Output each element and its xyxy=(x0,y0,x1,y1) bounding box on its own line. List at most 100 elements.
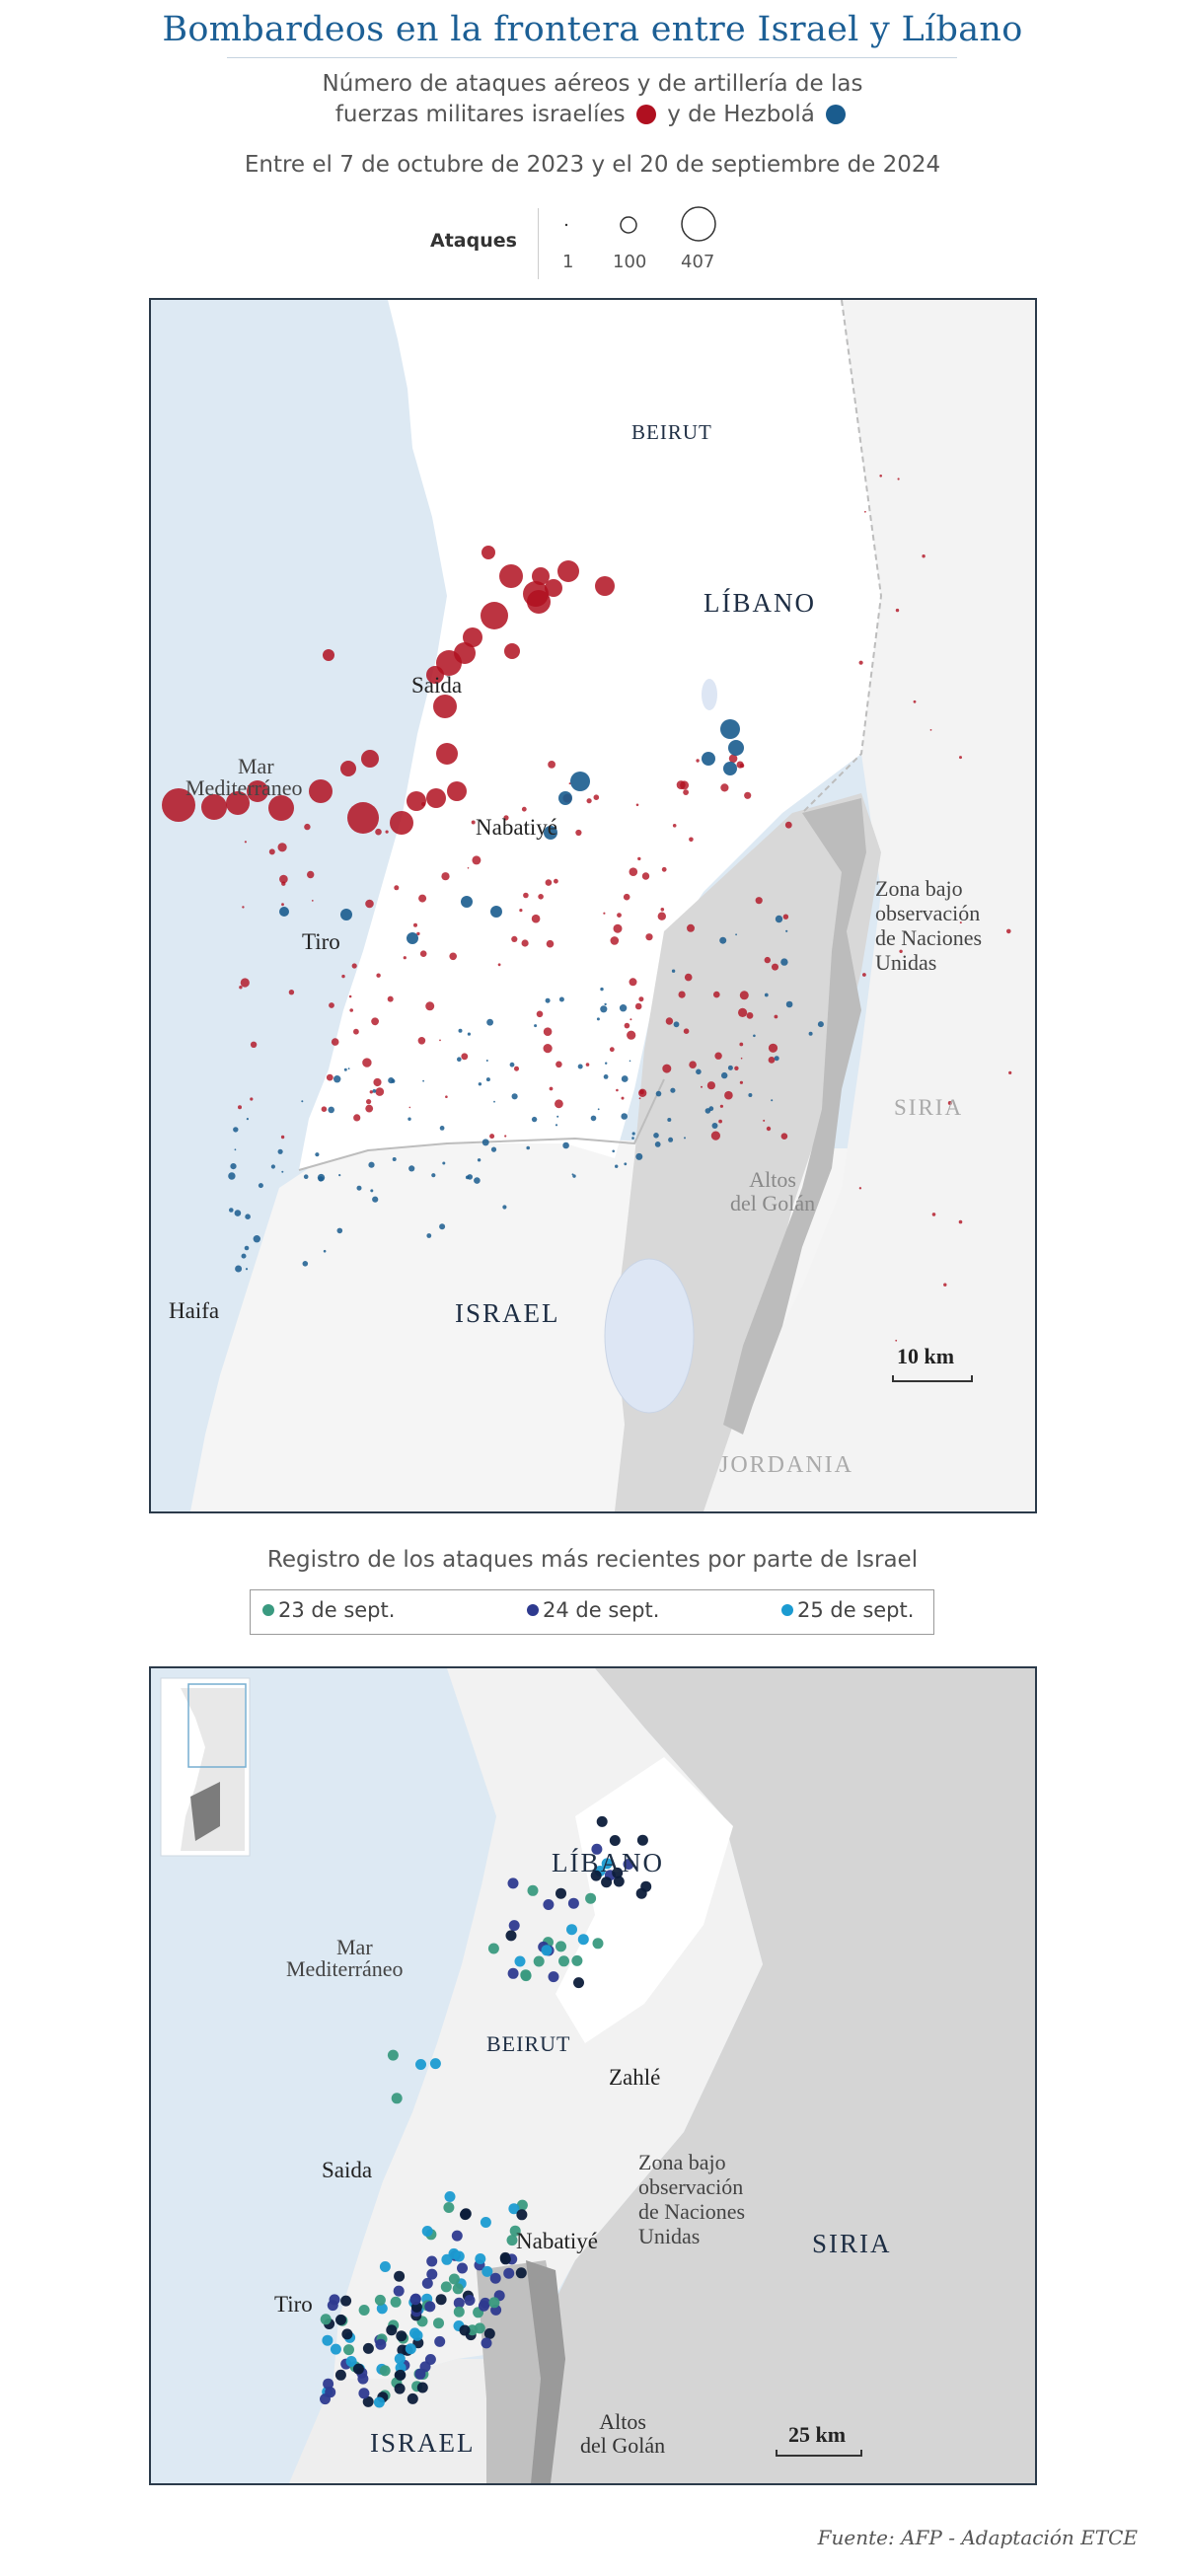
israeli-attack-point xyxy=(548,761,555,769)
israeli-attack-point xyxy=(331,1038,339,1046)
recent-attack-point xyxy=(592,1938,604,1950)
recent-attack-point xyxy=(414,2368,426,2380)
hezbollah-attack-point xyxy=(774,1056,779,1062)
israeli-attack-point xyxy=(862,973,866,977)
hezbollah-attack-point xyxy=(245,1214,251,1219)
recent-attack-point xyxy=(508,2203,520,2215)
israeli-attack-point xyxy=(554,878,558,884)
legend-sept-23: 23 de sept. xyxy=(262,1598,395,1622)
israeli-attack-point xyxy=(449,952,458,961)
recent-attack-point xyxy=(613,1876,625,1887)
israeli-attack-point xyxy=(326,1073,333,1081)
recent-attack-point xyxy=(590,1870,602,1881)
recent-attack-point xyxy=(480,2217,491,2228)
hezbollah-attack-point xyxy=(544,826,557,840)
recent-attack-point xyxy=(507,1877,519,1889)
label-israel: ISRAEL xyxy=(370,2428,476,2458)
israeli-attack-point xyxy=(782,914,789,920)
hezbollah-attack-point xyxy=(234,1210,242,1216)
label-saida: Saida xyxy=(322,2158,373,2182)
israeli-attack-point xyxy=(353,1028,359,1035)
israeli-attack-point xyxy=(740,1057,743,1060)
israeli-attack-point xyxy=(348,994,352,998)
israeli-attack-point xyxy=(689,1061,697,1068)
israeli-attack-point xyxy=(641,872,650,880)
israeli-attack-point xyxy=(627,1030,636,1040)
israeli-attack-point xyxy=(719,1104,724,1108)
recent-attack-point xyxy=(335,2314,346,2325)
recent-attacks-map: LÍBANO Mar Mediterráneo BEIRUT Zahlé Sai… xyxy=(149,1666,1037,2485)
recent-attack-point xyxy=(362,2395,374,2407)
recent-attack-point xyxy=(433,2318,444,2329)
recent-attack-point xyxy=(405,2343,416,2355)
hezbollah-attack-point xyxy=(343,1067,347,1071)
recent-attack-point xyxy=(489,2272,501,2284)
hezbollah-attack-point xyxy=(431,1173,436,1178)
recent-attack-point xyxy=(373,2396,385,2408)
israeli-attack-point xyxy=(504,1135,507,1138)
israeli-attack-point xyxy=(629,978,637,987)
hezbollah-attack-point xyxy=(728,740,744,756)
israeli-attack-point xyxy=(1008,1070,1012,1074)
subtitle-israel-text: fuerzas militares israelíes xyxy=(334,102,626,127)
hezbollah-attack-point xyxy=(629,1060,631,1063)
israeli-attack-point xyxy=(774,1014,778,1019)
hezbollah-attack-point xyxy=(228,1172,236,1180)
israeli-attack-point xyxy=(376,973,381,978)
israeli-attack-point xyxy=(780,1133,788,1140)
hezbollah-attack-point xyxy=(817,1021,824,1028)
hezbollah-attack-point xyxy=(511,1093,518,1100)
israeli-attack-point xyxy=(680,780,690,790)
small-lake xyxy=(702,679,717,710)
recent-attack-points xyxy=(320,1815,652,2408)
recent-attack-point xyxy=(448,2247,460,2259)
hezbollah-attack-point xyxy=(461,896,473,908)
israeli-attack-point xyxy=(610,936,620,945)
border-lebanon-israel xyxy=(298,1078,665,1171)
israeli-attack-point xyxy=(268,795,294,821)
israeli-attack-point xyxy=(481,602,508,629)
recent-attack-point xyxy=(555,1941,566,1952)
israeli-attack-point xyxy=(426,788,446,808)
label-lebanon: LÍBANO xyxy=(552,1848,664,1877)
hezbollah-attack-point xyxy=(600,987,604,992)
hezbollah-attack-point xyxy=(775,915,783,923)
label-haifa: Haifa xyxy=(169,1298,220,1323)
chart-title: Bombardeos en la frontera entre Israel y… xyxy=(162,10,1023,49)
un-buffer-zone xyxy=(723,798,866,1435)
israeli-attack-point xyxy=(366,1099,372,1105)
hezbollah-attack-point xyxy=(612,1149,615,1153)
recent-attack-point xyxy=(516,2209,528,2221)
israeli-attack-point xyxy=(281,903,284,907)
israeli-attack-point xyxy=(557,560,579,582)
hezbollah-attack-point xyxy=(270,1164,275,1169)
label-un-zone: Zona bajo observación de Naciones Unidas xyxy=(638,2150,746,2248)
recent-attack-point xyxy=(507,1967,519,1979)
recent-attack-point xyxy=(330,2343,341,2355)
israeli-attack-point xyxy=(624,1022,630,1029)
recent-attack-point xyxy=(558,1955,569,1967)
israeli-attack-point xyxy=(521,939,529,947)
israeli-attack-point xyxy=(441,872,450,881)
attacks-map: BEIRUT LÍBANO Saida Mar Mediterráneo Nab… xyxy=(149,298,1037,1513)
hezbollah-attack-point xyxy=(780,958,788,966)
recent-attack-point xyxy=(416,2382,428,2393)
recent-attack-point xyxy=(435,2294,447,2306)
israeli-attack-point xyxy=(329,1002,334,1008)
israel-color-dot xyxy=(635,105,656,124)
hezbollah-attack-point xyxy=(253,1235,260,1243)
recent-attack-point xyxy=(396,2330,407,2342)
israeli-attack-point xyxy=(425,1001,435,1011)
label-syria: SIRIA xyxy=(894,1095,964,1120)
recent-attack-point xyxy=(343,2344,354,2356)
recent-attack-point xyxy=(601,1858,613,1870)
recent-attack-point xyxy=(516,2199,528,2211)
israeli-attack-point xyxy=(463,627,482,647)
israeli-attack-point xyxy=(575,829,582,837)
hezbollah-attack-point xyxy=(281,1170,284,1173)
hezbollah-attack-point xyxy=(392,1157,397,1161)
israeli-attack-point xyxy=(683,1028,690,1034)
recent-attack-point xyxy=(533,1955,545,1967)
israeli-attack-point xyxy=(728,754,738,764)
israeli-attack-point xyxy=(309,779,333,803)
